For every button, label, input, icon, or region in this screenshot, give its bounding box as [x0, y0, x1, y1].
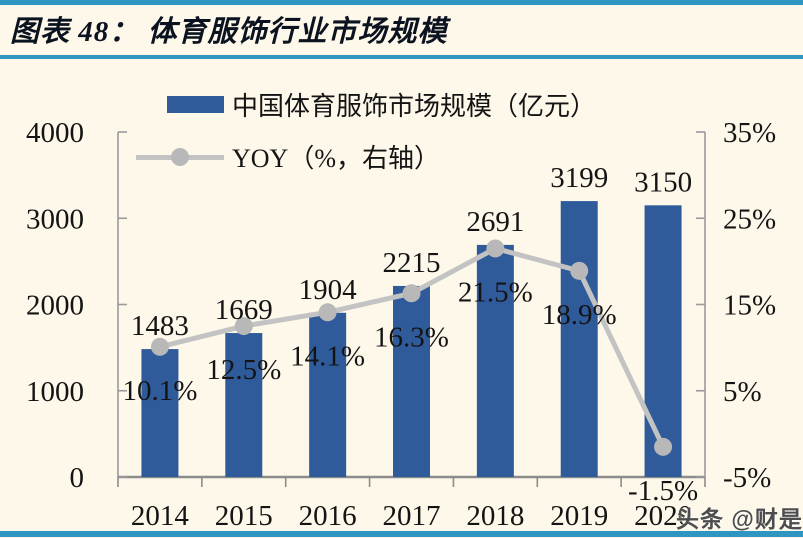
bar-2014: [141, 349, 179, 477]
left-axis-tick-label: 4000: [26, 117, 84, 149]
yoy-marker-2020: [654, 437, 673, 456]
bar-2018: [476, 244, 514, 477]
bar-2015: [225, 333, 263, 477]
bar-value-label: 1669: [215, 294, 273, 326]
legend-item-market-size: 中国体育服饰市场规模（亿元）: [167, 86, 596, 123]
yoy-value-label: -1.5%: [628, 475, 698, 507]
bar-2016: [309, 312, 347, 477]
bar-2017: [393, 285, 430, 477]
x-axis-label-2015: 2015: [215, 500, 273, 532]
bottom-border-rule: [0, 531, 803, 537]
x-axis-label-2016: 2016: [299, 500, 357, 532]
bar-value-label: 1904: [299, 274, 358, 306]
yoy-value-label: 10.1%: [122, 375, 197, 407]
yoy-marker-2017: [402, 284, 421, 303]
yoy-marker-2019: [570, 261, 589, 280]
bar-value-label: 2691: [466, 206, 524, 238]
x-axis-label-2014: 2014: [131, 500, 190, 532]
legend-bar-label: 中国体育服饰市场规模（亿元）: [232, 92, 597, 121]
left-axis-tick-label: 1000: [26, 376, 84, 408]
yoy-value-label: 18.9%: [542, 299, 617, 331]
x-axis-label-2020: 2020: [634, 500, 692, 532]
bar-value-label: 3150: [634, 166, 692, 198]
bar-2020: [644, 205, 682, 477]
left-axis-tick-label: 2000: [26, 290, 84, 322]
bar-2019: [560, 201, 598, 477]
yoy-marker-2014: [150, 337, 169, 356]
left-axis-tick-label: 0: [70, 462, 85, 494]
right-axis-tick-label: 15%: [723, 290, 776, 322]
bar-value-label: 1483: [131, 310, 189, 342]
legend-item-yoy: YOY（%，右轴）: [136, 138, 440, 175]
x-axis-label-2018: 2018: [466, 500, 524, 532]
yoy-value-label: 16.3%: [374, 321, 449, 353]
legend-line-label: YOY（%，右轴）: [232, 144, 440, 173]
yoy-marker-2015: [234, 317, 253, 336]
right-axis-tick-label: 35%: [723, 117, 776, 149]
bar-value-label: 2215: [383, 247, 441, 279]
yoy-marker-2018: [486, 239, 505, 258]
left-axis-tick-label: 3000: [26, 203, 84, 235]
yoy-value-label: 14.1%: [290, 340, 365, 372]
watermark: 头条 @财是: [676, 506, 803, 532]
line-series-swatch: [136, 147, 224, 166]
yoy-marker-2016: [318, 303, 337, 322]
yoy-value-label: 21.5%: [458, 276, 533, 308]
right-axis-tick-label: -5%: [723, 462, 771, 494]
bar-value-label: 3199: [550, 162, 608, 194]
x-axis-label-2019: 2019: [550, 500, 608, 532]
chart-title: 图表 48： 体育服饰行业市场规模: [10, 16, 448, 48]
yoy-value-label: 12.5%: [206, 354, 281, 386]
right-axis-tick-label: 5%: [723, 376, 762, 408]
right-axis-tick-label: 25%: [723, 203, 776, 235]
bar-series-swatch: [167, 96, 224, 113]
top-border-rule: [0, 0, 803, 5]
x-axis-label-2017: 2017: [383, 500, 441, 532]
title-underline-rule: [0, 55, 803, 59]
